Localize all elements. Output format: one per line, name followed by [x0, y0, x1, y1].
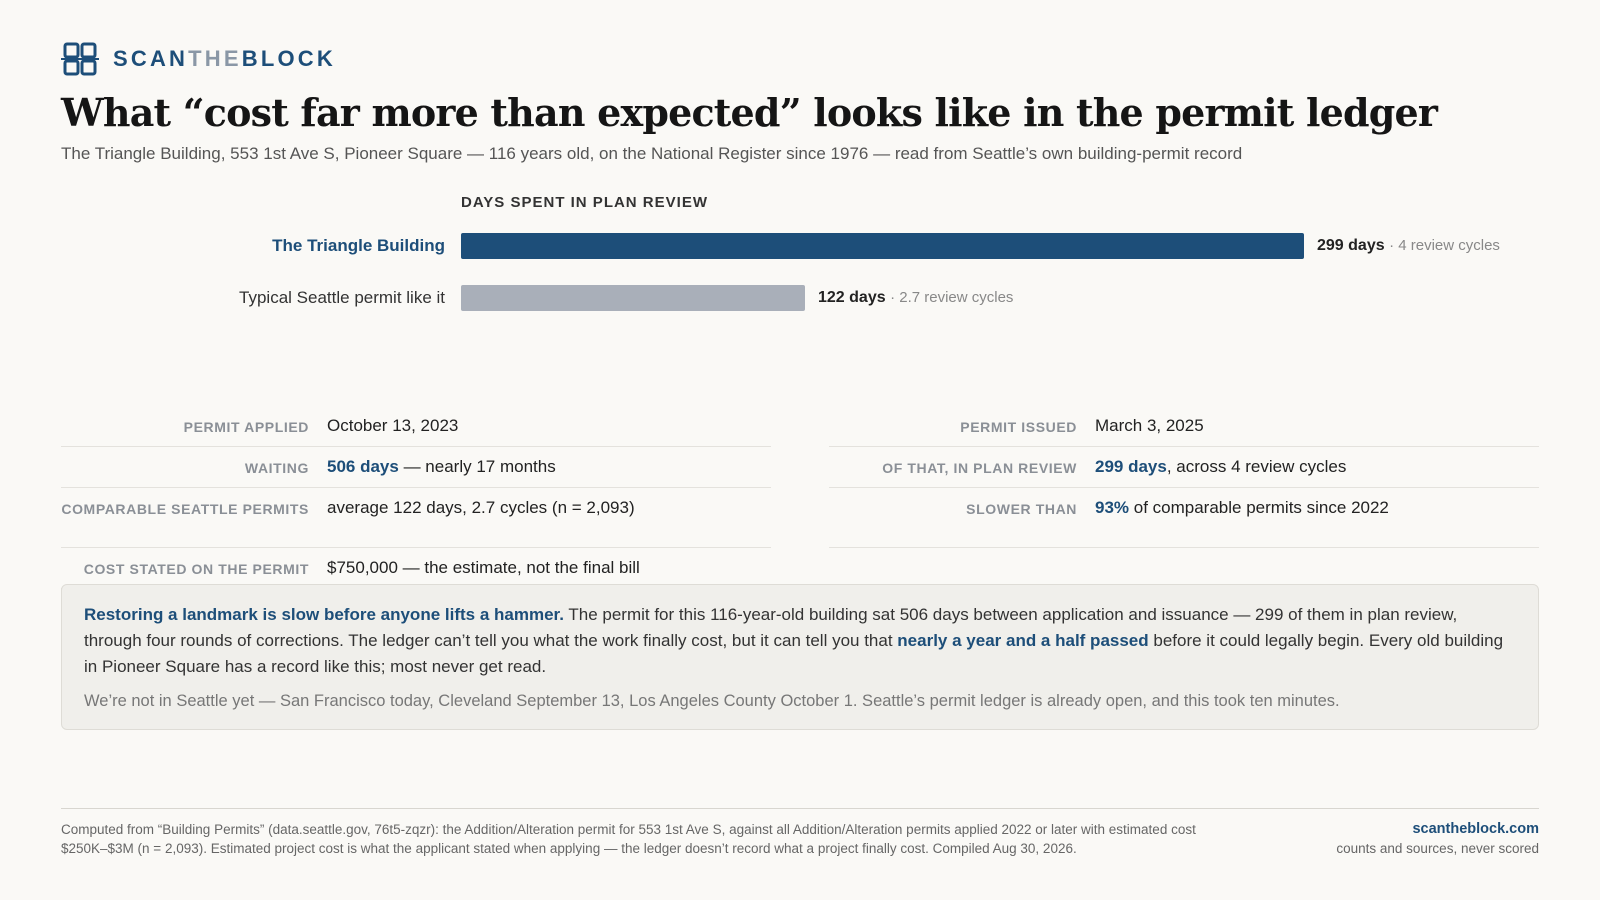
fact-value: 299 days, across 4 review cycles	[1095, 457, 1346, 478]
brand-name-start: SCAN	[113, 46, 189, 71]
callout-text-2: before it could legally begin. Every old…	[84, 631, 1504, 676]
fact-row-permit-applied: PERMIT APPLIED October 13, 2023	[61, 406, 771, 447]
fact-value: October 13, 2023	[327, 416, 459, 435]
fact-label: WAITING	[244, 460, 309, 476]
bar-row: Typical Seattle permit like it 122 days ·…	[61, 284, 1539, 312]
page: SCANTHEBLOCK What “cost far more than ex…	[61, 42, 1539, 856]
fact-label: PERMIT ISSUED	[960, 419, 1077, 435]
brand: SCANTHEBLOCK	[61, 42, 1539, 76]
callout-main-text: Restoring a landmark is slow before anyo…	[84, 602, 1516, 680]
chart-title: DAYS SPENT IN PLAN REVIEW	[461, 194, 708, 211]
bar-days-label: 299 days	[1317, 237, 1385, 254]
fact-rest: — nearly 17 months	[398, 457, 556, 476]
plan-review-bar-chart: DAYS SPENT IN PLAN REVIEW The Triangle B…	[61, 194, 1539, 354]
fact-rest: of comparable permits since 2022	[1129, 498, 1389, 517]
callout-lead: Restoring a landmark is slow before anyo…	[84, 605, 564, 624]
fact-label: SLOWER THAN	[966, 501, 1077, 517]
bar-row: The Triangle Building 299 days · 4 review…	[61, 232, 1539, 260]
bar-value-label: 122 days · 2.7 review cycles	[818, 284, 1013, 312]
fact-row-waiting: WAITING 506 days — nearly 17 months	[61, 447, 771, 488]
callout-note: We’re not in Seattle yet — San Francisco…	[84, 692, 1340, 710]
fact-value: $750,000 — the estimate, not the final b…	[327, 558, 640, 577]
fact-row-comparable-permits: COMPARABLE SEATTLE PERMITS average 122 d…	[61, 488, 771, 548]
page-subtitle: The Triangle Building, 553 1st Ave S, Pi…	[61, 144, 1243, 163]
bar-category-label: Typical Seattle permit like it	[239, 288, 445, 307]
callout-highlight: nearly a year and a half passed	[897, 631, 1149, 650]
bar	[461, 233, 1304, 259]
summary-callout: Restoring a landmark is slow before anyo…	[61, 584, 1539, 730]
callout-text-1: The permit for this 116-year-old buildin…	[84, 605, 1458, 650]
fact-row-cost-stated: COST STATED ON THE PERMIT $750,000 — the…	[61, 548, 771, 589]
fact-label: COST STATED ON THE PERMIT	[83, 561, 309, 577]
brand-name-mid: THE	[188, 46, 242, 71]
bar	[461, 285, 805, 311]
fact-row-plan-review: OF THAT, IN PLAN REVIEW 299 days, across…	[829, 447, 1539, 488]
brand-name-end: BLOCK	[241, 46, 336, 71]
fact-highlight: 506 days	[327, 457, 399, 476]
fact-value: 506 days — nearly 17 months	[327, 457, 556, 478]
fact-row-slower-than: SLOWER THAN 93% of comparable permits si…	[829, 488, 1539, 548]
city-block-grid-icon	[61, 42, 99, 76]
brand-name: SCANTHEBLOCK	[113, 46, 336, 72]
bar-days-label: 122 days	[818, 289, 886, 306]
bar-category-label: The Triangle Building	[272, 236, 445, 255]
fact-label: OF THAT, IN PLAN REVIEW	[882, 460, 1077, 476]
bar-cycles-label: · 2.7 review cycles	[890, 289, 1014, 306]
fact-label: PERMIT APPLIED	[183, 419, 309, 435]
footer-site-link[interactable]: scantheblock.com	[1412, 821, 1539, 837]
facts-right-column: PERMIT ISSUED March 3, 2025 OF THAT, IN …	[829, 406, 1539, 548]
fact-row-permit-issued: PERMIT ISSUED March 3, 2025	[829, 406, 1539, 447]
fact-label: COMPARABLE SEATTLE PERMITS	[61, 501, 309, 517]
footer-tagline: counts and sources, never scored	[1336, 841, 1539, 856]
facts-left-column: PERMIT APPLIED October 13, 2023 WAITING …	[61, 406, 771, 589]
fact-rest: , across 4 review cycles	[1166, 457, 1347, 476]
bar-value-label: 299 days · 4 review cycles	[1317, 232, 1500, 260]
footer: Computed from “Building Permits” (data.s…	[61, 808, 1539, 858]
fact-value: 93% of comparable permits since 2022	[1095, 498, 1389, 538]
fact-highlight: 93%	[1095, 498, 1130, 517]
footer-source-note: Computed from “Building Permits” (data.s…	[61, 822, 1196, 856]
page-title: What “cost far more than expected” looks…	[61, 90, 1438, 135]
bar-cycles-label: · 4 review cycles	[1389, 237, 1500, 254]
footer-right: scantheblock.com counts and sources, nev…	[1336, 820, 1539, 858]
fact-highlight: 299 days	[1095, 457, 1167, 476]
fact-value: average 122 days, 2.7 cycles (n = 2,093)	[327, 498, 635, 517]
fact-value: March 3, 2025	[1095, 416, 1204, 435]
